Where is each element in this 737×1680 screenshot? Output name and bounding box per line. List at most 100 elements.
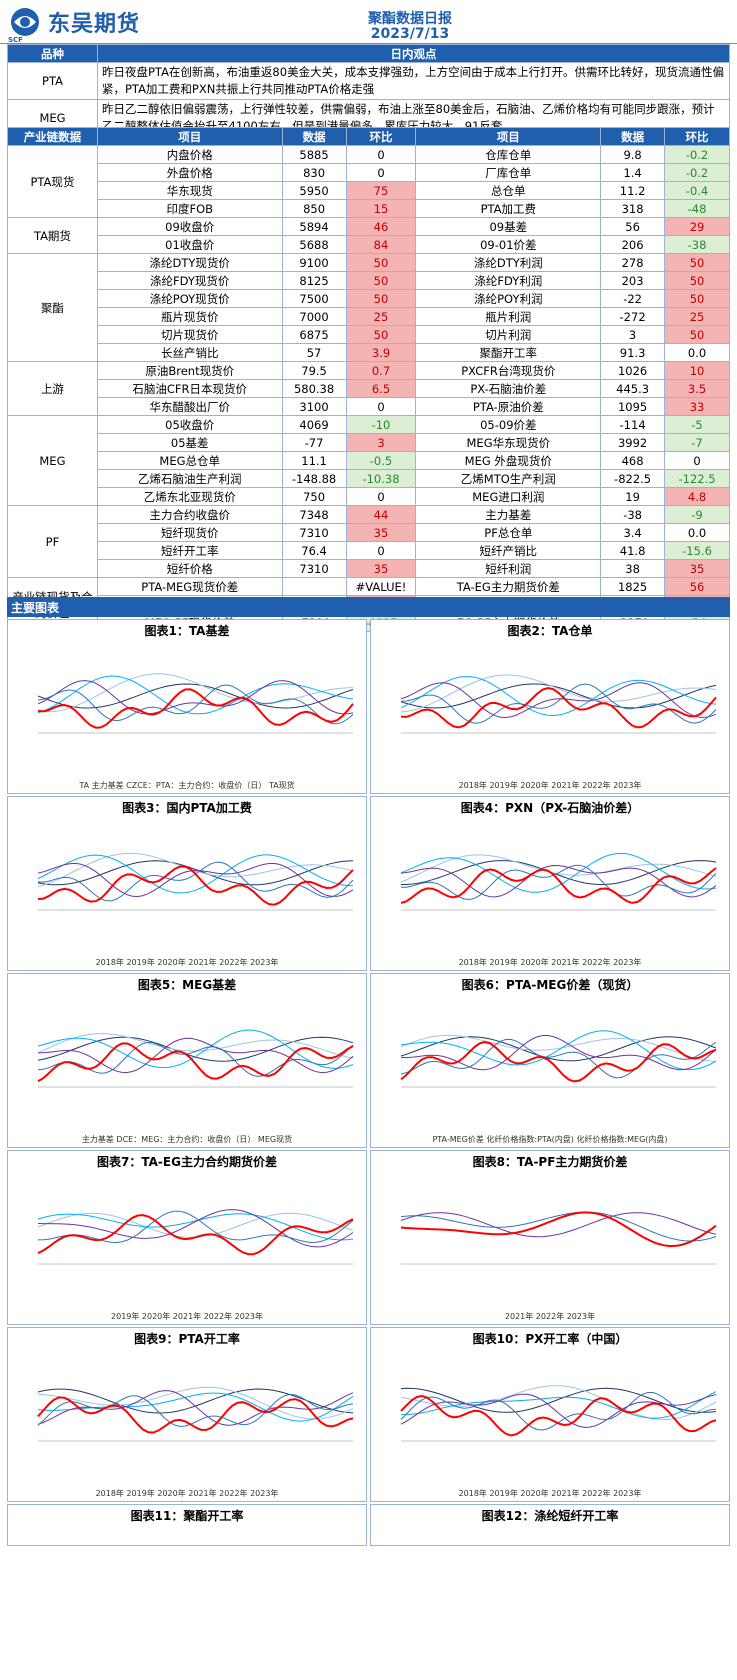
chart-series-line bbox=[400, 1385, 717, 1421]
item-value: 850 bbox=[281, 199, 347, 218]
item-label: PF总仓单 bbox=[415, 523, 602, 542]
item-label: 仓库仓单 bbox=[415, 145, 602, 164]
item-change: 56 bbox=[664, 577, 730, 596]
item-label: 厂库仓单 bbox=[415, 163, 602, 182]
item-label: PTA-原油价差 bbox=[415, 397, 602, 416]
chart-series-line bbox=[37, 1210, 354, 1244]
item-change: 15 bbox=[345, 199, 417, 218]
item-label: 乙烯石脑油生产利润 bbox=[96, 469, 283, 488]
group-name: MEG bbox=[7, 415, 98, 506]
item-value: 3.4 bbox=[600, 523, 666, 542]
group-name: 聚酯 bbox=[7, 253, 98, 362]
chart-plot bbox=[400, 1030, 717, 1088]
chart-legend: 2021年 2022年 2023年 bbox=[504, 1312, 596, 1321]
chart-series-line bbox=[37, 862, 354, 898]
item-change: 75 bbox=[345, 181, 417, 200]
item-change: 0 bbox=[345, 487, 417, 506]
report-title: 聚酯数据日报 bbox=[368, 11, 452, 27]
chart-panel: 图表12：涤纶短纤开工率 bbox=[370, 1504, 730, 1546]
item-value: -148.88 bbox=[281, 469, 347, 488]
item-change: -38 bbox=[664, 235, 730, 254]
item-value: 8125 bbox=[281, 271, 347, 290]
chart-series-line bbox=[37, 1209, 354, 1248]
brand-name: 东吴期货 bbox=[48, 12, 141, 37]
item-change: 0 bbox=[664, 451, 730, 470]
chart-series-line bbox=[37, 688, 354, 729]
chart-panel: 图表5：MEG基差 主力基差 DCE：MEG：主力合约：收盘价（日） MEG现货 bbox=[7, 973, 367, 1148]
item-label: TA-EG主力期货价差 bbox=[415, 577, 602, 596]
item-value bbox=[281, 577, 347, 596]
chart-series-line bbox=[37, 1212, 354, 1238]
col-header: 产业链数据 bbox=[7, 127, 98, 146]
item-value: 5950 bbox=[281, 181, 347, 200]
chart-series-line bbox=[400, 854, 717, 883]
item-change: 0.7 bbox=[345, 361, 417, 380]
item-change: 10 bbox=[664, 361, 730, 380]
group-name: TA期货 bbox=[7, 217, 98, 254]
item-label: PXCFR台湾现货价 bbox=[415, 361, 602, 380]
item-change: 3 bbox=[345, 433, 417, 452]
chart-title: 图表4：PXN（PX-石脑油价差） bbox=[460, 801, 640, 815]
view-name: PTA bbox=[7, 62, 98, 100]
chart-plot bbox=[400, 852, 717, 911]
chart-series-line bbox=[400, 1036, 717, 1062]
item-label: 瓶片现货价 bbox=[96, 307, 283, 326]
chart-series-line bbox=[400, 864, 717, 901]
chart-series-line bbox=[37, 854, 354, 894]
item-change: -48 bbox=[664, 199, 730, 218]
chart-title: 图表11：聚酯开工率 bbox=[130, 1509, 244, 1523]
chart-series-line bbox=[401, 860, 717, 886]
item-change: -9 bbox=[664, 505, 730, 524]
chart-series-line bbox=[37, 680, 354, 715]
item-label: MEG 外盘现货价 bbox=[415, 451, 602, 470]
view-text: 昨日夜盘PTA在创新高，布油重返80美金大关，成本支撑强劲，上方空间由于成本上行… bbox=[97, 62, 730, 100]
chart-legend: 2018年 2019年 2020年 2021年 2022年 2023年 bbox=[458, 781, 642, 790]
chart-series-line bbox=[37, 683, 354, 709]
item-label: 涤纶POY利润 bbox=[415, 289, 602, 308]
chart-series-line bbox=[400, 1387, 717, 1413]
chart-legend: 2018年 2019年 2020年 2021年 2022年 2023年 bbox=[95, 1489, 279, 1498]
chart-series-line bbox=[37, 865, 354, 906]
chart-panel: 图表6：PTA-MEG价差（现货） PTA-MEG价差 化纤价格指数:PTA(内盘… bbox=[370, 973, 730, 1148]
item-change: -10 bbox=[345, 415, 417, 434]
item-change: -0.4 bbox=[664, 181, 730, 200]
item-change: 25 bbox=[664, 307, 730, 326]
item-value: 11.1 bbox=[281, 451, 347, 470]
item-label: 涤纶DTY现货价 bbox=[96, 253, 283, 272]
item-value: 1825 bbox=[600, 577, 666, 596]
item-value: 5894 bbox=[281, 217, 347, 236]
chart-plot bbox=[37, 1209, 354, 1265]
item-value: 9100 bbox=[281, 253, 347, 272]
item-change: 25 bbox=[345, 307, 417, 326]
chart-series-line bbox=[37, 1036, 354, 1062]
item-value: 750 bbox=[281, 487, 347, 506]
item-change: 0 bbox=[345, 145, 417, 164]
item-change: 33 bbox=[664, 397, 730, 416]
item-value: 468 bbox=[600, 451, 666, 470]
item-label: 主力基差 bbox=[415, 505, 602, 524]
item-value: 38 bbox=[600, 559, 666, 578]
item-change: 0 bbox=[345, 397, 417, 416]
chart-series-line bbox=[37, 1214, 354, 1256]
item-value: 278 bbox=[600, 253, 666, 272]
item-value: 206 bbox=[600, 235, 666, 254]
chart-plot bbox=[400, 674, 717, 734]
col-header: 环比 bbox=[345, 127, 417, 146]
chart-series-line bbox=[400, 686, 717, 729]
views-table: 品种 日内观点 PTA 昨日夜盘PTA在创新高，布油重返80美金大关，成本支撑强… bbox=[7, 44, 730, 137]
chart-series-line bbox=[37, 1029, 354, 1069]
chart-series-line bbox=[400, 683, 717, 724]
chart-plot bbox=[37, 852, 354, 911]
item-label: 短纤价格 bbox=[96, 559, 283, 578]
report-date: 2023/7/13 bbox=[370, 26, 450, 42]
chart-legend: 2018年 2019年 2020年 2021年 2022年 2023年 bbox=[95, 958, 279, 967]
item-value: 6875 bbox=[281, 325, 347, 344]
item-label: 总仓单 bbox=[415, 181, 602, 200]
item-label: 涤纶FDY利润 bbox=[415, 271, 602, 290]
item-change: 44 bbox=[345, 505, 417, 524]
chart-panel: 图表2：TA仓单 2018年 2019年 2020年 2021年 2022年 20… bbox=[370, 619, 730, 794]
chart-panel: 图表3：国内PTA加工费 2018年 2019年 2020年 2021年 2022… bbox=[7, 796, 367, 971]
item-value: 580.38 bbox=[281, 379, 347, 398]
chart-series-line bbox=[400, 1038, 717, 1079]
item-label: PX-石脑油价差 bbox=[415, 379, 602, 398]
